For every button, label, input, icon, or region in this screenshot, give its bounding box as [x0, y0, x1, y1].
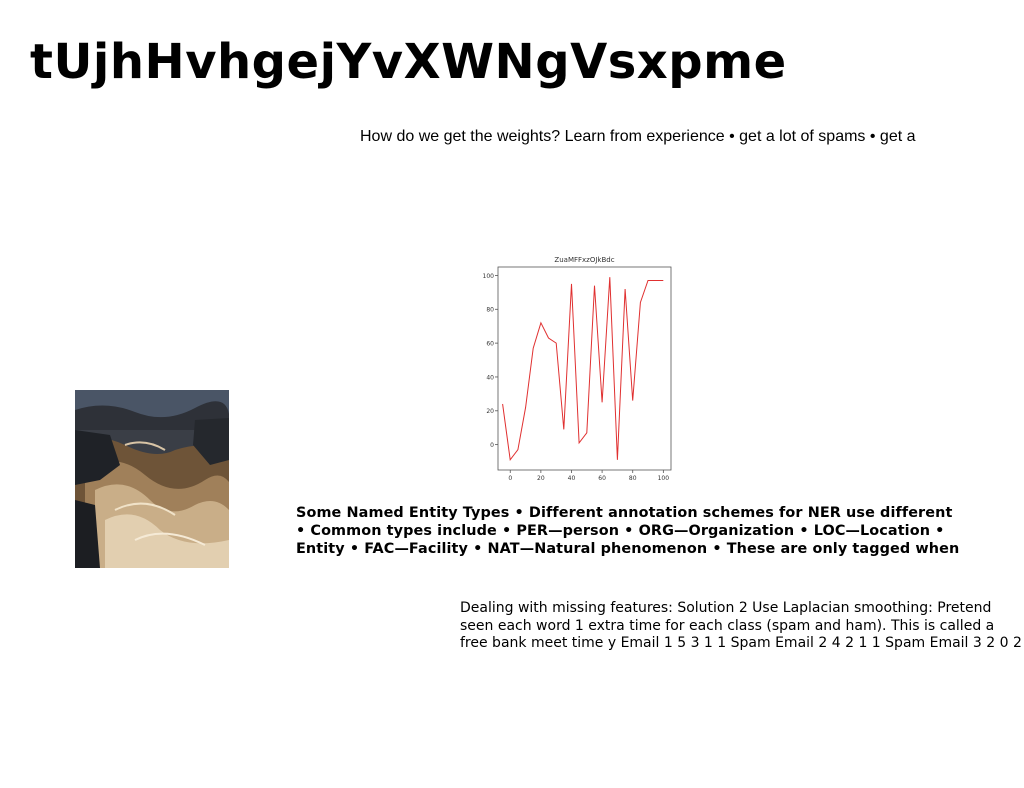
x-tick-label: 40: [568, 475, 576, 482]
weights-text: How do we get the weights? Learn from ex…: [360, 128, 916, 145]
river-rocks-photo: [75, 390, 229, 568]
x-tick-label: 0: [508, 475, 512, 482]
y-tick-label: 20: [486, 408, 494, 415]
y-tick-label: 100: [483, 273, 495, 280]
smoothing-line: Dealing with missing features: Solution …: [460, 600, 992, 616]
slide-title: tUjhHvhgejYvXWNgVsxpme: [30, 34, 787, 90]
series-line: [502, 277, 664, 462]
plot-frame: [497, 266, 672, 471]
line-chart-svg: ZuaMFFxzOJkBdc 0 20 40 60 80 100 0 20 40 60 80 100: [483, 256, 672, 482]
y-tick-label: 80: [486, 307, 494, 314]
x-tick-label: 80: [629, 475, 637, 482]
x-tick-label: 20: [537, 475, 545, 482]
y-tick-label: 60: [486, 340, 494, 347]
x-tick-label: 60: [598, 475, 606, 482]
smoothing-line: free bank meet time y Email 1 5 3 1 1 Sp…: [460, 635, 1022, 651]
river-rocks-image: [75, 390, 229, 568]
ner-line: • Common types include • PER—person • OR…: [296, 523, 945, 539]
y-tick-label: 0: [490, 442, 494, 449]
chart-title: ZuaMFFxzOJkBdc: [554, 256, 614, 264]
ner-line: Some Named Entity Types • Different anno…: [296, 505, 953, 521]
y-tick-label: 40: [486, 374, 494, 381]
line-chart: ZuaMFFxzOJkBdc 0 20 40 60 80 100 0 20 40 60 80 100: [480, 252, 680, 487]
laplacian-smoothing-text: Dealing with missing features: Solution …: [460, 600, 1024, 653]
smoothing-line: seen each word 1 extra time for each cla…: [460, 617, 995, 634]
named-entity-types-text: Some Named Entity Types • Different anno…: [296, 504, 1016, 558]
ner-line: Entity • FAC—Facility • NAT—Natural phen…: [296, 541, 960, 557]
x-tick-label: 100: [658, 475, 670, 482]
